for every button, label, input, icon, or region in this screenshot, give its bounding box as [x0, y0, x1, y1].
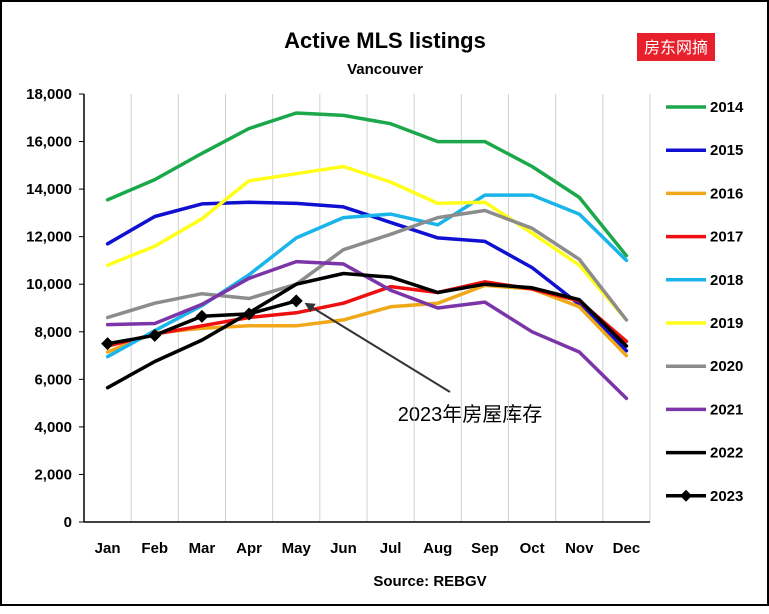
legend-label-2017: 2017 — [710, 229, 743, 246]
legend: 2014 2015 2016 2017 2018 2019 2020 2021 2022 2023 — [666, 99, 744, 505]
x-tick-label: Sep — [471, 540, 499, 557]
legend-label-2019: 2019 — [710, 315, 743, 332]
y-tick-label: 16,000 — [26, 134, 72, 151]
y-axis-ticks: 0 2,000 4,000 6,000 8,000 10,000 12,000 14,000 1… — [26, 86, 84, 531]
badge-label: 房东网摘 — [644, 39, 708, 57]
y-tick-label: 8,000 — [34, 324, 72, 341]
data-point-2023 — [289, 294, 303, 308]
x-tick-label: Jun — [330, 540, 357, 557]
annotation-label: 2023年房屋库存 — [398, 403, 543, 426]
y-tick-label: 18,000 — [26, 86, 72, 103]
legend-label-2014: 2014 — [710, 99, 744, 116]
data-point-2023 — [148, 328, 162, 342]
legend-marker-2023 — [680, 489, 692, 502]
legend-label-2015: 2015 — [710, 142, 743, 159]
y-tick-label: 14,000 — [26, 181, 72, 198]
x-tick-label: Dec — [613, 540, 641, 557]
x-tick-label: Oct — [520, 540, 545, 557]
series-line-2021 — [105, 259, 629, 401]
x-tick-label: Mar — [189, 540, 216, 557]
badge-background — [637, 33, 715, 61]
y-tick-label: 12,000 — [26, 229, 72, 246]
x-axis-ticks: Jan Feb Mar Apr May Jun Jul Aug Sep Oct Nov Dec — [95, 540, 641, 557]
x-tick-label: Jan — [95, 540, 121, 557]
data-point-2023 — [242, 307, 256, 321]
legend-label-2023: 2023 — [710, 488, 743, 505]
annotation-arrow — [304, 302, 451, 393]
annotation — [304, 302, 451, 393]
legend-label-2018: 2018 — [710, 272, 743, 289]
x-tick-label: Apr — [236, 540, 262, 557]
y-tick-label: 10,000 — [26, 276, 72, 293]
y-tick-label: 0 — [64, 514, 72, 531]
series-line-2014 — [105, 111, 629, 258]
y-tick-label: 4,000 — [34, 419, 72, 436]
legend-label-2016: 2016 — [710, 185, 743, 202]
axes — [83, 94, 650, 523]
series-line-2019 — [105, 164, 629, 322]
series-group — [101, 111, 629, 401]
y-tick-label: 6,000 — [34, 371, 72, 388]
data-point-2023 — [101, 337, 115, 351]
chart-title: Active MLS listings — [284, 28, 486, 53]
series-line-2018 — [105, 193, 629, 359]
chart-subtitle: Vancouver — [347, 61, 423, 78]
y-tick-label: 2,000 — [34, 466, 72, 483]
x-tick-label: Nov — [565, 540, 594, 557]
series-line-2022 — [105, 271, 629, 390]
series-line-2020 — [105, 208, 629, 322]
x-tick-label: Jul — [380, 540, 402, 557]
legend-label-2020: 2020 — [710, 358, 743, 375]
x-axis-label: Source: REBGV — [373, 573, 486, 590]
legend-label-2021: 2021 — [710, 401, 743, 418]
x-tick-label: May — [282, 540, 312, 557]
legend-label-2022: 2022 — [710, 445, 743, 462]
x-tick-label: Feb — [141, 540, 168, 557]
data-point-2023 — [195, 309, 209, 323]
x-tick-label: Aug — [423, 540, 452, 557]
